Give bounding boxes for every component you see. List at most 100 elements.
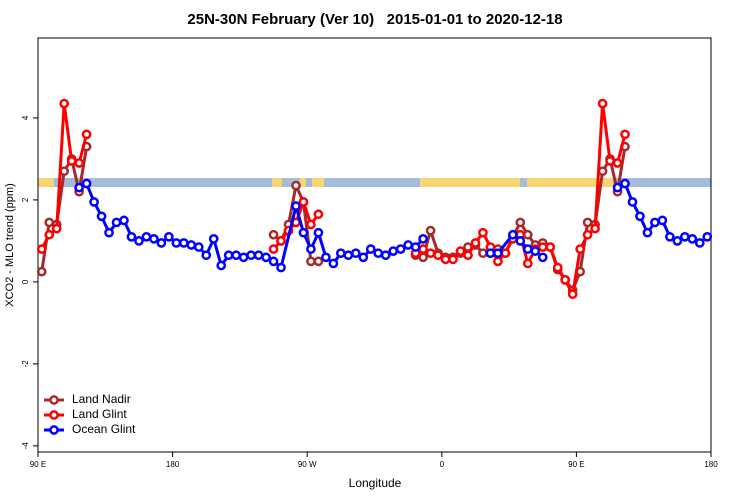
data-point xyxy=(702,231,713,242)
data-point xyxy=(455,246,466,256)
data-point xyxy=(545,242,556,252)
data-point xyxy=(403,240,413,250)
data-point xyxy=(657,215,668,226)
data-point xyxy=(410,242,421,252)
data-point xyxy=(575,244,585,254)
data-point xyxy=(298,197,309,207)
data-point xyxy=(463,250,473,261)
data-point xyxy=(388,246,399,256)
x-tick-label: 90 W xyxy=(298,460,317,469)
data-point xyxy=(268,229,279,240)
data-point xyxy=(343,250,354,261)
data-point xyxy=(246,250,256,261)
data-point xyxy=(478,248,488,259)
data-point xyxy=(253,250,264,261)
x-tick-label: 90 E xyxy=(568,460,584,469)
legend-label: Land Glint xyxy=(72,407,127,421)
data-point xyxy=(126,231,137,242)
data-point xyxy=(156,238,167,248)
data-point xyxy=(216,260,227,271)
y-axis-label: XCO2 - MLO trend (ppm) xyxy=(4,183,16,306)
data-point xyxy=(679,231,690,242)
data-point xyxy=(306,219,316,230)
data-point xyxy=(44,229,55,240)
data-point xyxy=(208,234,219,244)
data-point xyxy=(500,248,511,259)
y-tick-label: 2 xyxy=(21,197,30,202)
data-point xyxy=(507,229,518,240)
data-point xyxy=(306,256,316,267)
data-point xyxy=(231,250,242,261)
data-point xyxy=(365,244,376,254)
data-point xyxy=(358,252,369,263)
data-point xyxy=(74,158,84,168)
data-point xyxy=(104,227,114,238)
data-point xyxy=(635,211,645,222)
data-point xyxy=(186,240,197,250)
data-point xyxy=(313,227,324,238)
data-point xyxy=(395,244,406,254)
data-point xyxy=(418,234,428,244)
data-point xyxy=(470,238,481,248)
data-point xyxy=(582,217,593,228)
data-point xyxy=(478,227,488,238)
x-axis-label: Longitude xyxy=(349,476,402,490)
data-point xyxy=(605,156,615,166)
data-point xyxy=(522,258,533,269)
data-point xyxy=(328,258,339,269)
data-point xyxy=(418,252,428,263)
data-point xyxy=(620,129,630,140)
data-point xyxy=(642,227,653,238)
data-point xyxy=(522,244,533,254)
data-point xyxy=(493,248,503,259)
y-tick-label: 0 xyxy=(21,279,30,284)
chart-title: 25N-30N February (Ver 10) 2015-01-01 to … xyxy=(187,11,562,28)
series-line xyxy=(40,146,627,294)
y-tick-label: 4 xyxy=(21,115,30,120)
data-point xyxy=(620,178,630,189)
data-point xyxy=(650,217,660,228)
data-point xyxy=(96,211,107,222)
data-point xyxy=(238,252,249,263)
data-point xyxy=(380,250,391,261)
data-point xyxy=(51,223,62,234)
data-point xyxy=(171,238,182,248)
data-point xyxy=(149,234,159,244)
data-point xyxy=(694,238,705,248)
data-point xyxy=(515,236,526,246)
data-point xyxy=(36,244,47,254)
data-point xyxy=(440,254,451,265)
data-point xyxy=(178,238,189,248)
data-point xyxy=(44,217,55,228)
data-point xyxy=(291,201,301,211)
x-tick-label: 0 xyxy=(440,460,445,469)
data-point xyxy=(515,217,526,228)
land-ocean-strip xyxy=(38,178,711,187)
x-tick-label: 90 E xyxy=(30,460,46,469)
data-point xyxy=(485,248,496,259)
data-point xyxy=(537,252,548,263)
data-point xyxy=(522,229,533,240)
y-tick-label: -2 xyxy=(21,360,30,368)
data-point xyxy=(627,197,638,207)
data-point xyxy=(582,229,593,240)
data-point xyxy=(530,246,541,256)
data-point xyxy=(268,244,279,254)
data-point xyxy=(612,182,623,193)
legend-marker xyxy=(49,395,59,405)
data-point xyxy=(306,244,316,254)
plot-frame xyxy=(37,37,712,453)
data-point xyxy=(373,248,384,259)
data-point xyxy=(313,209,324,220)
data-point xyxy=(74,182,84,193)
data-point xyxy=(141,231,152,242)
x-tick-label: 180 xyxy=(166,460,180,469)
data-point xyxy=(111,217,122,228)
data-point xyxy=(560,274,571,285)
data-point xyxy=(425,225,436,236)
data-point xyxy=(612,158,623,168)
data-point xyxy=(336,248,346,259)
legend-label: Ocean Glint xyxy=(72,422,136,436)
data-point xyxy=(350,248,361,259)
